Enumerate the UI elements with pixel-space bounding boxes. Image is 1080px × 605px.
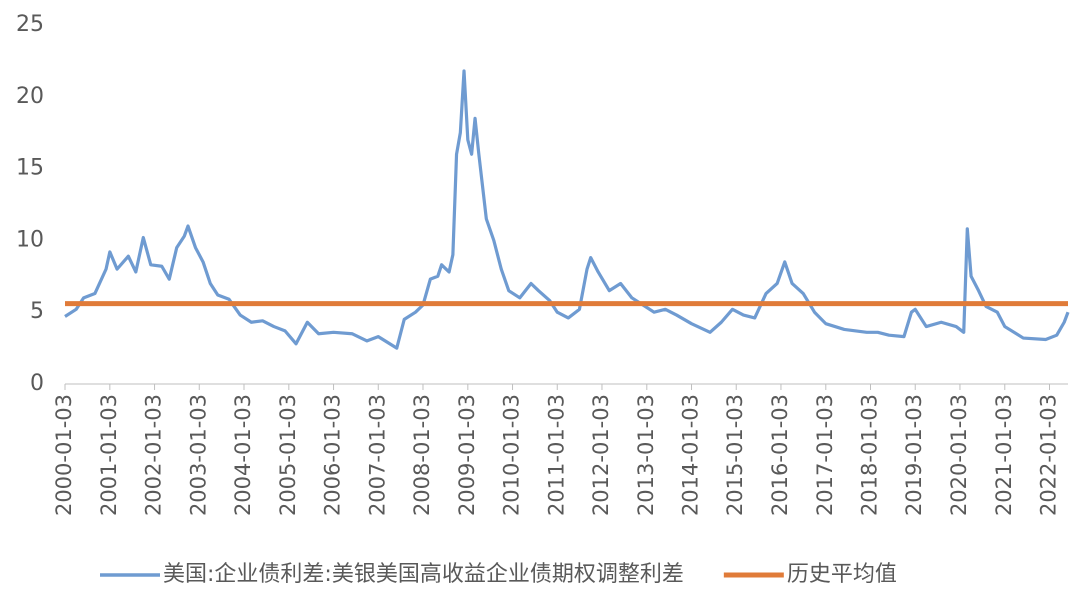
y-tick-label: 10: [16, 227, 44, 252]
x-tick-label: 2014-01-03: [679, 394, 703, 516]
x-tick-label: 2020-01-03: [947, 394, 971, 516]
x-tick-label: 2007-01-03: [365, 394, 389, 516]
y-tick-label: 20: [16, 84, 44, 109]
y-tick-label: 15: [16, 156, 44, 181]
x-tick-label: 2019-01-03: [902, 394, 926, 516]
y-tick-label: 25: [16, 12, 44, 37]
y-tick-label: 0: [30, 371, 44, 396]
x-tick-label: 2001-01-03: [97, 394, 121, 516]
x-tick-label: 2017-01-03: [813, 394, 837, 516]
x-tick-label: 2006-01-03: [321, 394, 345, 516]
legend-label: 历史平均值: [787, 562, 897, 587]
x-tick-label: 2011-01-03: [544, 394, 568, 516]
x-tick-label: 2002-01-03: [142, 394, 166, 516]
x-tick-label: 2012-01-03: [589, 394, 613, 516]
legend-label: 美国:企业债利差:美银美国高收益企业债期权调整利差: [163, 562, 684, 587]
x-tick-label: 2015-01-03: [723, 394, 747, 516]
x-tick-label: 2000-01-03: [52, 394, 76, 516]
series-line: [64, 69, 1070, 350]
x-tick-label: 2021-01-03: [992, 394, 1016, 516]
x-tick-label: 2013-01-03: [634, 394, 658, 516]
x-tick-label: 2008-01-03: [410, 394, 434, 516]
x-tick-label: 2003-01-03: [186, 394, 210, 516]
x-tick-label: 2009-01-03: [455, 394, 479, 516]
x-tick-label: 2016-01-03: [768, 394, 792, 516]
x-tick-label: 2018-01-03: [858, 394, 882, 516]
x-tick-label: 2004-01-03: [231, 394, 255, 516]
y-tick-label: 5: [30, 299, 44, 324]
x-tick-label: 2022-01-03: [1037, 394, 1061, 516]
x-tick-label: 2005-01-03: [276, 394, 300, 516]
x-tick-label: 2010-01-03: [500, 394, 524, 516]
